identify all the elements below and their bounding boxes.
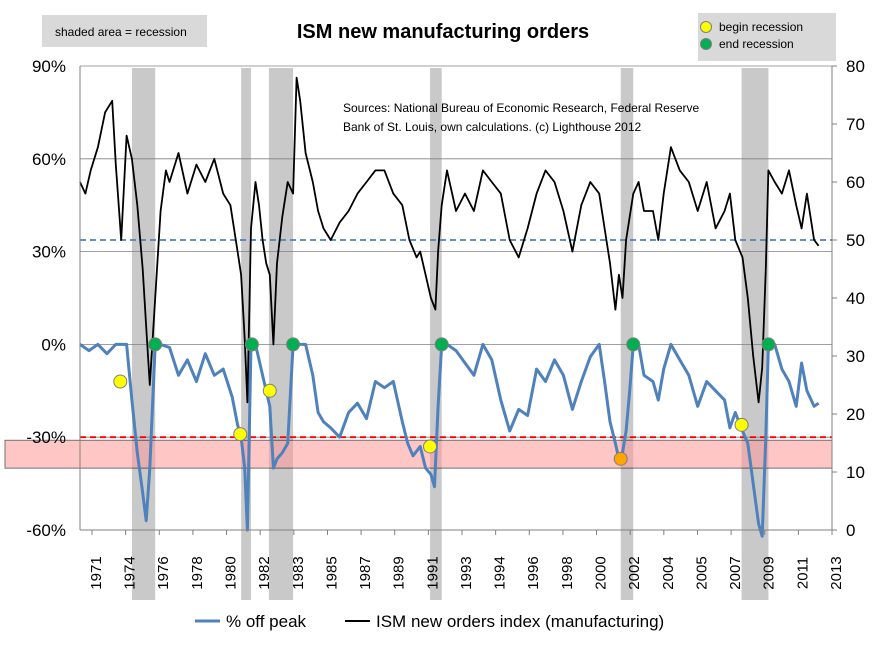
- right-tick-label-6: 60: [846, 173, 865, 192]
- x-tick-label-12: 1994: [492, 556, 509, 589]
- right-tick-label-3: 30: [846, 347, 865, 366]
- shade-note: shaded area = recession: [55, 25, 187, 39]
- x-tick-label-19: 2007: [727, 556, 744, 589]
- red-band: [4, 439, 833, 469]
- red-band-rect: [4, 439, 833, 469]
- x-tick-label-16: 2002: [626, 556, 643, 589]
- x-tick-label-8: 1987: [357, 556, 374, 589]
- x-tick-label-2: 1976: [155, 556, 172, 589]
- x-tick-label-11: 1993: [458, 556, 475, 589]
- legend-label-off-peak: % off peak: [226, 612, 307, 631]
- x-tick-label-5: 1982: [256, 556, 273, 589]
- left-tick-label-3: 30%: [32, 243, 66, 262]
- x-tick-label-17: 2004: [660, 556, 677, 589]
- left-y-axis-ticks: -60% -30% 0% 30% 60% 90%: [26, 57, 66, 540]
- source-note-line-1: Sources: National Bureau of Economic Res…: [343, 101, 700, 115]
- x-tick-label-3: 1978: [189, 556, 206, 589]
- shade-note-box: [42, 15, 207, 47]
- gridlines: [80, 65, 832, 438]
- end-recession-legend-marker: [700, 38, 712, 50]
- left-tick-label-5: 90%: [32, 57, 66, 76]
- series-line-ism: [79, 76, 820, 404]
- left-tick-label-0: -60%: [26, 521, 66, 540]
- right-tick-label-8: 80: [846, 57, 865, 76]
- x-tick-label-6: 1983: [290, 556, 307, 589]
- recession-marker-begin-8: [613, 451, 628, 466]
- x-tick-label-15: 2000: [593, 556, 610, 589]
- recession-marker-end-9: [626, 337, 641, 352]
- recession-marker-begin-0: [113, 374, 128, 389]
- recession-bar-1: [241, 68, 251, 600]
- x-tick-label-18: 2005: [693, 556, 710, 589]
- begin-recession-legend-label: begin recession: [719, 20, 803, 34]
- left-tick-label-1: -30%: [26, 428, 66, 447]
- x-tick-label-4: 1980: [223, 556, 240, 589]
- x-tick-label-1: 1974: [122, 556, 139, 589]
- right-y-axis-ticks: 0 10 20 30 40 50 60 70 80: [832, 57, 865, 540]
- recession-bar-0: [131, 68, 156, 600]
- recession-marker-end-11: [761, 337, 776, 352]
- series-line-off-peak: [79, 342, 820, 538]
- recession-marker-begin-6: [423, 439, 438, 454]
- x-tick-label-9: 1989: [391, 556, 408, 589]
- right-tick-label-4: 40: [846, 289, 865, 308]
- x-tick-label-13: 1996: [525, 556, 542, 589]
- recession-bar-5: [741, 68, 769, 600]
- marker-legend-box: [698, 13, 836, 61]
- recession-marker-end-5: [286, 337, 301, 352]
- recession-marker-end-7: [434, 337, 449, 352]
- recession-marker-begin-2: [233, 427, 248, 442]
- right-tick-label-5: 50: [846, 231, 865, 250]
- right-tick-label-7: 70: [846, 115, 865, 134]
- series-lines: [79, 76, 820, 538]
- right-tick-label-2: 20: [846, 405, 865, 424]
- left-tick-label-4: 60%: [32, 150, 66, 169]
- source-note-line-2: Bank of St. Louis, own calculations. (c)…: [343, 120, 642, 134]
- left-tick-label-2: 0%: [41, 335, 66, 354]
- reference-lines: [80, 239, 832, 439]
- x-tick-label-20: 2009: [761, 556, 778, 589]
- right-tick-label-1: 10: [846, 463, 865, 482]
- x-tick-label-0: 1971: [88, 556, 105, 589]
- legend-label-ism: ISM new orders index (manufacturing): [376, 612, 664, 631]
- recession-bar-4: [620, 68, 634, 600]
- recession-marker-end-1: [148, 337, 163, 352]
- recession-marker-end-3: [244, 337, 259, 352]
- x-tick-label-10: 1991: [424, 556, 441, 589]
- x-axis-ticks: 1971 1974 1976 1978 1980 1982 1983 1985 1987 1989…: [88, 530, 845, 590]
- recession-bar-3: [430, 68, 442, 600]
- x-tick-label-22: 2013: [828, 556, 845, 589]
- x-tick-label-14: 1998: [559, 556, 576, 589]
- end-recession-legend-label: end recession: [719, 37, 794, 51]
- recession-markers: [113, 337, 776, 466]
- recession-marker-begin-10: [734, 417, 749, 432]
- recession-marker-begin-4: [262, 383, 277, 398]
- chart-title: ISM new manufacturing orders: [297, 21, 589, 43]
- right-tick-label-0: 0: [846, 521, 855, 540]
- x-tick-label-21: 2011: [794, 557, 811, 589]
- begin-recession-legend-marker: [700, 21, 712, 33]
- x-tick-label-7: 1985: [323, 556, 340, 589]
